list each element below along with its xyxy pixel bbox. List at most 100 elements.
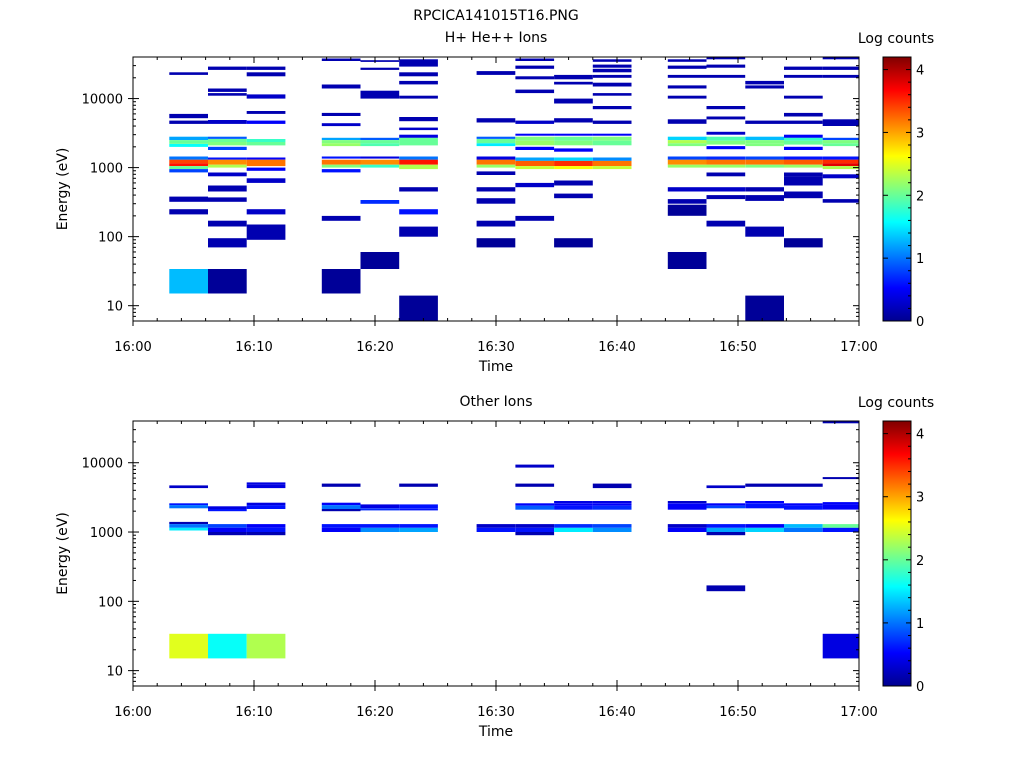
colorbar-tick-label: 3	[916, 126, 924, 141]
heatmap-cell	[321, 524, 361, 528]
heatmap-cell	[554, 160, 593, 167]
heatmap-cell	[554, 501, 593, 504]
heatmap-cell	[515, 182, 555, 188]
heatmap-cell	[321, 84, 361, 89]
heatmap-cell	[208, 532, 247, 536]
x-tick-label: 16:50	[719, 340, 756, 355]
heatmap-cell	[246, 484, 286, 489]
heatmap-cell	[784, 140, 823, 145]
heatmap-cell	[554, 81, 593, 85]
heatmap-cell	[784, 146, 823, 150]
heatmap-cell	[554, 238, 593, 248]
heatmap-cell	[822, 527, 859, 532]
heatmap-cell	[399, 80, 438, 85]
heatmap-cell	[476, 71, 516, 75]
heatmap-cell	[745, 295, 784, 321]
heatmap-cell	[515, 505, 555, 510]
heatmap-cell	[476, 238, 516, 248]
heatmap-cells	[169, 421, 859, 659]
heatmap-cell	[515, 527, 555, 532]
heatmap-cell	[515, 58, 555, 61]
heatmap-cell	[321, 156, 361, 159]
heatmap-cell	[515, 89, 555, 94]
heatmap-cell	[784, 172, 823, 177]
heatmap-cell	[784, 164, 823, 168]
heatmap-cell	[592, 64, 632, 68]
heatmap-cell	[321, 137, 361, 141]
heatmap-cell	[246, 209, 286, 215]
heatmap-cell	[169, 527, 208, 531]
heatmap-cell	[822, 159, 859, 164]
colorbar-label: Log counts	[858, 395, 934, 411]
heatmap-cell	[515, 524, 555, 528]
heatmap-cell	[169, 159, 208, 164]
heatmap-cell	[515, 166, 555, 170]
heatmap-cell	[706, 140, 746, 145]
heatmap-cell	[360, 159, 400, 165]
heatmap-cell	[208, 66, 247, 70]
heatmap-cell	[515, 160, 555, 167]
heatmap-cell	[169, 503, 208, 506]
heatmap-cell	[592, 136, 632, 141]
heatmap-cell	[208, 120, 247, 124]
heatmap-cell	[706, 159, 746, 165]
heatmap-cell	[822, 633, 859, 659]
heatmap-cell	[515, 483, 555, 487]
heatmap-cell	[745, 226, 784, 237]
heatmap-cell	[246, 482, 286, 485]
heatmap-cell	[169, 521, 208, 525]
heatmap-cell	[321, 483, 361, 487]
heatmap-cell	[246, 72, 286, 77]
x-tick-label: 16:50	[719, 705, 756, 720]
heatmap-cell	[706, 527, 746, 532]
heatmap-cell	[554, 503, 593, 506]
heatmap-cell	[321, 140, 361, 144]
heatmap-cell	[667, 65, 707, 69]
heatmap-cell	[822, 166, 859, 170]
heatmap-cell	[706, 187, 746, 192]
heatmap-cell	[208, 172, 247, 177]
heatmap-cell	[667, 204, 707, 216]
heatmap-cell	[554, 140, 593, 146]
heatmap-cells	[169, 57, 859, 321]
heatmap-cell	[822, 174, 859, 179]
heatmap-cell	[169, 140, 208, 144]
heatmap-cell	[784, 483, 823, 487]
heatmap-cell	[476, 164, 516, 168]
heatmap-cell	[706, 172, 746, 177]
heatmap-cell	[706, 532, 746, 536]
heatmap-cell	[321, 527, 361, 532]
heatmap-cell	[360, 143, 400, 147]
heatmap-cell	[554, 524, 593, 528]
heatmap-cell	[360, 252, 400, 269]
heatmap-cell	[169, 166, 208, 170]
x-tick-label: 16:40	[598, 705, 635, 720]
x-tick-label: 16:40	[598, 340, 635, 355]
heatmap-cell	[784, 156, 823, 160]
heatmap-cell	[476, 198, 516, 204]
y-axis-label: Energy (eV)	[55, 512, 71, 595]
heatmap-cell	[554, 505, 593, 510]
y-axis-label: Energy (eV)	[55, 148, 71, 231]
heatmap-cell	[399, 95, 438, 99]
heatmap-cell	[745, 120, 784, 124]
heatmap-cell	[784, 74, 823, 78]
heatmap-cell	[667, 156, 707, 160]
heatmap-cell	[321, 169, 361, 173]
heatmap-cell	[208, 146, 247, 150]
heatmap-cell	[554, 133, 593, 136]
heatmap-cell	[208, 159, 247, 165]
heatmap-cell	[745, 156, 784, 160]
heatmap-cell	[169, 163, 208, 167]
heatmap-cell	[246, 505, 286, 509]
figure-title: RPCICA141015T16.PNG	[413, 8, 578, 24]
heatmap-cell	[554, 98, 593, 104]
heatmap-cell	[592, 505, 632, 510]
heatmap-cell	[706, 57, 746, 60]
heatmap-cell	[321, 215, 361, 221]
heatmap-cell	[667, 95, 707, 99]
heatmap-cell	[399, 117, 438, 122]
heatmap-cell	[399, 209, 438, 215]
x-tick-label: 16:10	[235, 705, 272, 720]
